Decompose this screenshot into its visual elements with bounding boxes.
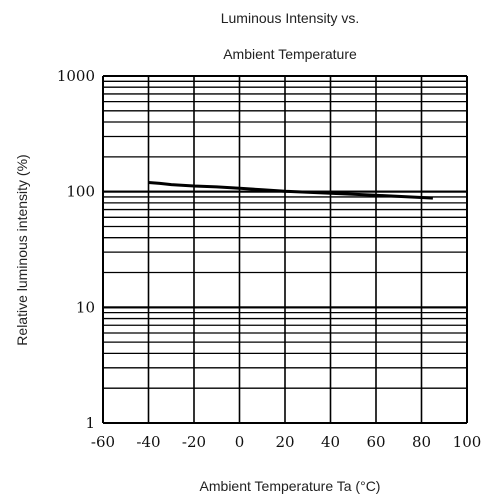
plot-area <box>148 181 433 200</box>
x-tick-label: 0 <box>235 433 245 451</box>
y-tick-label: 1000 <box>57 67 95 85</box>
x-tick-label: 100 <box>453 433 482 451</box>
x-tick-label: 80 <box>412 433 431 451</box>
x-tick-label: 20 <box>275 433 294 451</box>
x-axis-label: Ambient Temperature Ta (°C) <box>199 478 381 494</box>
x-tick-label: -20 <box>182 433 206 451</box>
x-tick-label: -40 <box>136 433 160 451</box>
x-tick-label: 60 <box>366 433 385 451</box>
x-tick-label: -60 <box>91 433 115 451</box>
y-tick-label: 1 <box>85 414 95 432</box>
chart-grid <box>102 75 468 424</box>
x-tick-label: 40 <box>321 433 340 451</box>
series-line-0 <box>148 181 433 200</box>
y-axis-label: Relative luminous intensity (%) <box>14 154 30 346</box>
chart-subtitle: Ambient Temperature <box>223 46 357 62</box>
tick-labels: 1 10 100 1000 -60 -40 -20 0 20 40 60 80 100 <box>57 67 482 451</box>
chart-title: Luminous Intensity vs. <box>220 10 360 26</box>
y-tick-label: 100 <box>66 183 95 201</box>
y-tick-label: 10 <box>76 298 95 316</box>
